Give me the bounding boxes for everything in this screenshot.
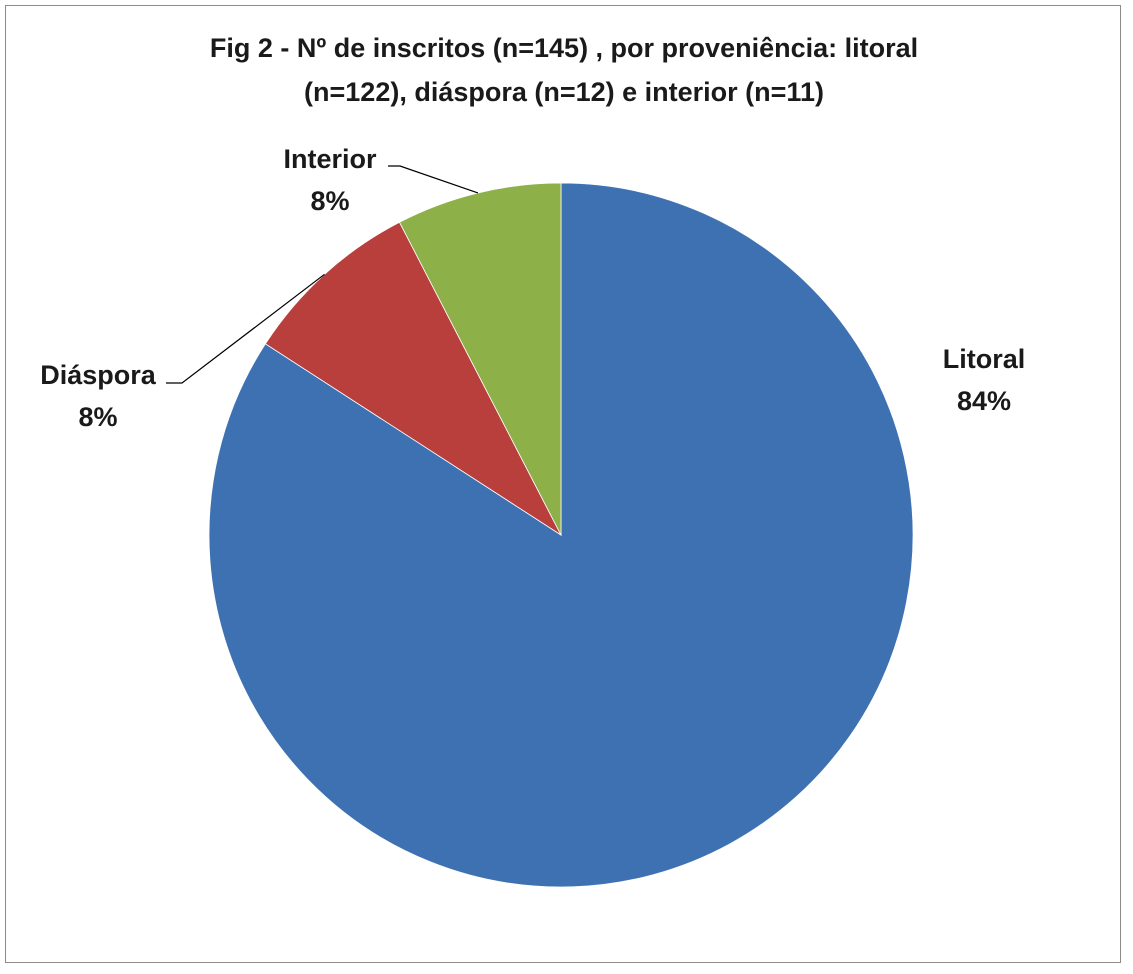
leader-lines	[166, 165, 479, 384]
leader-line-interior	[388, 165, 479, 194]
pie-slice-litoral	[208, 182, 914, 888]
pie-slices	[208, 182, 914, 888]
pie-slice-diaspora	[264, 221, 563, 537]
slice-percent-litoral: 84%	[957, 386, 1011, 416]
slice-label-litoral: Litoral	[943, 344, 1026, 374]
pie-slice-interior	[398, 182, 562, 536]
slice-percent-diaspora: 8%	[78, 402, 117, 432]
chart-title-line-1: Fig 2 - Nº de inscritos (n=145) , por pr…	[209, 33, 919, 63]
slice-label-diaspora: Diáspora	[40, 360, 157, 390]
chart-title-line-2: (n=122), diáspora (n=12) e interior (n=1…	[304, 77, 824, 107]
slice-percent-interior: 8%	[310, 186, 349, 216]
chart-title: Fig 2 - Nº de inscritos (n=145) , por pr…	[6, 26, 1122, 114]
slice-label-interior: Interior	[283, 144, 377, 174]
leader-line-diaspora	[166, 273, 325, 384]
